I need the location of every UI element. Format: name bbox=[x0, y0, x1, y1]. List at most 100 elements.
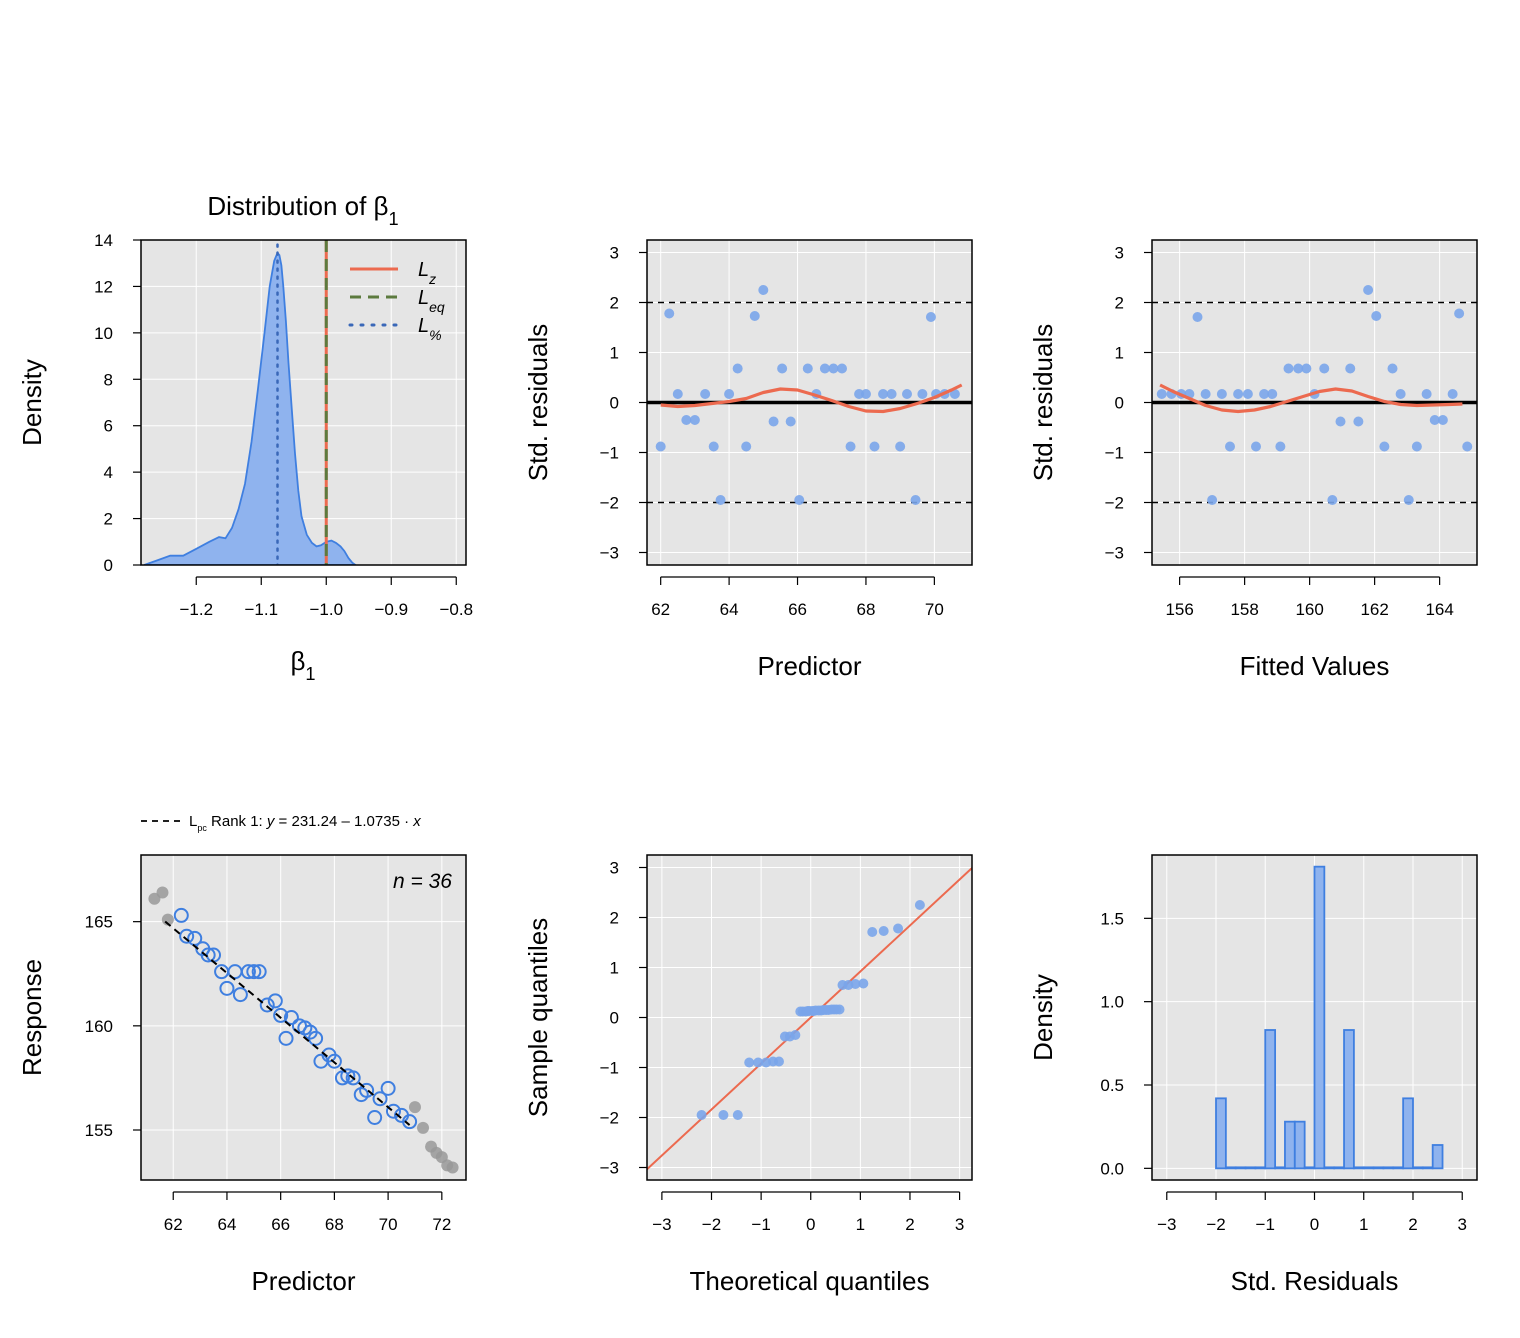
x-tick-label: −1 bbox=[751, 1215, 770, 1234]
plot-frame bbox=[646, 239, 973, 566]
residual-point bbox=[949, 389, 960, 399]
y-tick-label: 2 bbox=[610, 294, 619, 313]
x-tick-label: 70 bbox=[379, 1215, 398, 1234]
x-axis-label: Predictor bbox=[251, 1266, 355, 1296]
residual-point bbox=[837, 363, 847, 374]
x-tick-label: 3 bbox=[955, 1215, 964, 1234]
panel-resid-vs-fitted: 156 158 160 162 164 −3 −2 −1 0 1 2 3 Fitted Values St… bbox=[1028, 239, 1478, 681]
residual-point bbox=[1387, 363, 1398, 374]
y-axis: 0.0 0.5 1.0 1.5 bbox=[1100, 909, 1152, 1178]
y-tick-label: 0 bbox=[610, 394, 619, 413]
residual-point bbox=[785, 416, 796, 427]
residual-point bbox=[1447, 389, 1458, 399]
qq-point bbox=[850, 979, 861, 989]
y-tick-label: 1 bbox=[610, 344, 619, 363]
y-tick-label: −3 bbox=[600, 1159, 619, 1178]
qq-point bbox=[744, 1057, 755, 1068]
y-tick-label: −1 bbox=[600, 444, 619, 463]
qq-point bbox=[773, 1056, 784, 1067]
residual-point bbox=[819, 363, 830, 374]
residual-point bbox=[1251, 441, 1261, 452]
x-axis: 62 64 66 68 70 bbox=[651, 576, 944, 619]
x-tick-label: −1.1 bbox=[244, 600, 278, 619]
y-tick-label: 0 bbox=[1115, 394, 1124, 413]
histogram-bars bbox=[1215, 865, 1444, 1170]
histogram-bar bbox=[1343, 1029, 1355, 1170]
residual-point bbox=[1283, 363, 1294, 374]
residual-point bbox=[1207, 495, 1218, 505]
y-tick-label: 14 bbox=[94, 231, 113, 250]
y-axis-label: Sample quantiles bbox=[523, 918, 553, 1117]
residual-point bbox=[1371, 311, 1382, 321]
x-axis-label: Predictor bbox=[757, 651, 861, 681]
histogram-bar bbox=[1274, 1166, 1286, 1170]
y-tick-label: 4 bbox=[104, 463, 113, 482]
residual-point bbox=[749, 311, 760, 321]
data-point bbox=[367, 1110, 383, 1125]
y-tick-label: 1.0 bbox=[1100, 993, 1124, 1012]
residual-point bbox=[802, 363, 813, 374]
residual-point bbox=[910, 495, 921, 505]
x-tick-label: 160 bbox=[1295, 600, 1323, 619]
qq-point bbox=[914, 900, 925, 910]
sample-size-annotation: n = 36 bbox=[393, 870, 452, 893]
histogram-bar bbox=[1402, 1097, 1414, 1170]
x-tick-label: −3 bbox=[652, 1215, 671, 1234]
y-tick-label: 2 bbox=[610, 909, 619, 928]
points bbox=[655, 285, 960, 505]
residual-point bbox=[1363, 285, 1374, 295]
histogram-bar bbox=[1333, 1166, 1345, 1170]
panel-resid-histogram: −3 −2 −1 0 1 2 3 0.0 0.5 1.0 1.5 Std. Residuals Dens… bbox=[1028, 854, 1478, 1296]
plot-frame bbox=[1151, 239, 1478, 566]
residual-point bbox=[664, 308, 675, 319]
histogram-bar bbox=[1254, 1166, 1267, 1170]
data-point bbox=[173, 907, 189, 923]
residual-point bbox=[681, 415, 692, 425]
histogram-bar bbox=[1352, 1166, 1365, 1170]
y-tick-label: 8 bbox=[104, 370, 113, 389]
x-tick-label: 68 bbox=[325, 1215, 344, 1234]
x-axis: −1.2 −1.1 −1.0 −0.9 −0.8 bbox=[179, 576, 473, 619]
residual-point bbox=[1454, 308, 1465, 319]
x-axis-label: Theoretical quantiles bbox=[690, 1266, 930, 1296]
residual-point bbox=[828, 363, 839, 374]
excluded-point bbox=[417, 1121, 430, 1134]
data-point bbox=[179, 928, 195, 944]
plot-area bbox=[647, 867, 972, 1171]
data-point bbox=[385, 1103, 401, 1119]
qq-point bbox=[753, 1057, 764, 1068]
histogram-bar bbox=[1382, 1166, 1395, 1170]
y-tick-label: 165 bbox=[85, 913, 113, 932]
excluded-point bbox=[148, 892, 161, 905]
histogram-bar bbox=[1224, 1166, 1237, 1170]
y-axis-label: Density bbox=[17, 359, 47, 446]
residual-point bbox=[869, 441, 880, 452]
excluded-point bbox=[156, 886, 169, 899]
data-point bbox=[359, 1082, 375, 1098]
data-point bbox=[283, 1010, 299, 1025]
y-tick-label: −1 bbox=[600, 1059, 619, 1078]
y-tick-label: 0 bbox=[104, 556, 113, 575]
smooth-curve bbox=[1159, 383, 1463, 414]
x-tick-label: −1 bbox=[1256, 1215, 1275, 1234]
residual-point bbox=[1267, 389, 1278, 399]
y-tick-label: 0.5 bbox=[1100, 1076, 1124, 1095]
residual-point bbox=[1275, 441, 1286, 452]
plot-area bbox=[1215, 865, 1444, 1170]
x-tick-label: 2 bbox=[1408, 1215, 1417, 1234]
residual-point bbox=[1156, 389, 1167, 399]
residual-point bbox=[1395, 389, 1406, 399]
x-axis: −3 −2 −1 0 1 2 3 bbox=[652, 1191, 964, 1234]
y-axis: −3 −2 −1 0 1 2 3 bbox=[600, 859, 647, 1178]
x-axis-label: Std. Residuals bbox=[1231, 1266, 1399, 1296]
x-tick-label: 1 bbox=[1359, 1215, 1368, 1234]
residual-point bbox=[1421, 389, 1432, 399]
panel-resid-vs-predictor: 62 64 66 68 70 −3 −2 −1 0 1 2 3 Predictor Std. residu… bbox=[523, 239, 973, 681]
qq-point bbox=[878, 926, 889, 936]
histogram-bar bbox=[1323, 1166, 1336, 1170]
qq-point bbox=[802, 1006, 813, 1016]
y-tick-label: −2 bbox=[600, 1109, 619, 1128]
y-tick-label: 3 bbox=[610, 244, 619, 263]
residual-point bbox=[1319, 363, 1330, 374]
data-point bbox=[200, 947, 216, 963]
